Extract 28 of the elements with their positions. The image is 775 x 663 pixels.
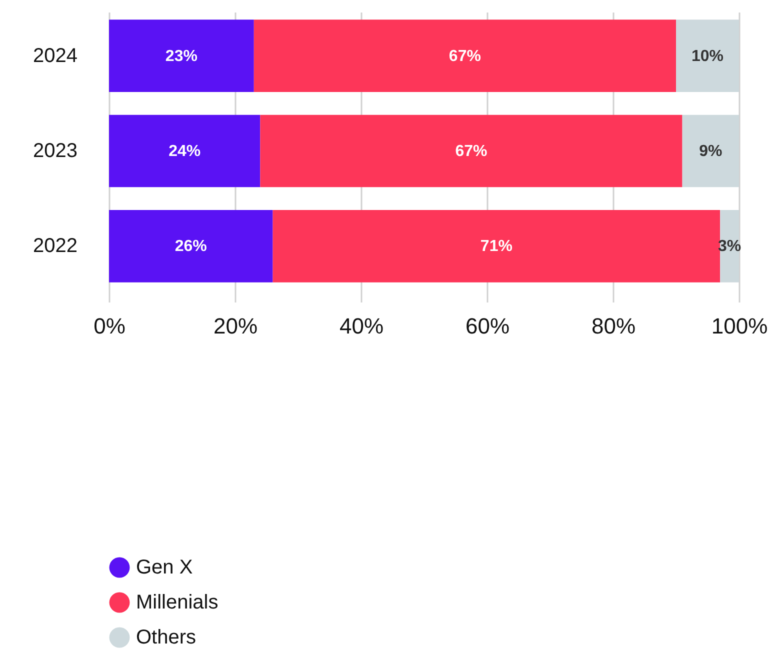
y-tick-label: 2024 bbox=[33, 44, 78, 67]
data-label: 67% bbox=[448, 48, 481, 65]
bar bbox=[109, 210, 273, 282]
bar bbox=[272, 210, 720, 282]
bar bbox=[676, 20, 739, 92]
data-label: 26% bbox=[174, 238, 207, 256]
data-label: 24% bbox=[168, 143, 201, 160]
legend-label: Millenials bbox=[136, 592, 218, 614]
x-tick-label: 80% bbox=[591, 314, 636, 338]
x-tick-label: 100% bbox=[711, 314, 768, 338]
legend-label: Others bbox=[136, 626, 196, 648]
y-tick-label: 2023 bbox=[33, 140, 78, 162]
x-tick-label: 40% bbox=[339, 314, 384, 338]
data-label: 9% bbox=[699, 143, 722, 160]
bar bbox=[682, 114, 739, 188]
x-tick-label: 60% bbox=[465, 314, 510, 338]
y-tick-label: 2022 bbox=[33, 235, 78, 258]
data-label: 71% bbox=[480, 238, 512, 256]
x-tick-label: 0% bbox=[94, 314, 126, 338]
x-tick-label: 20% bbox=[213, 314, 258, 338]
bar bbox=[109, 114, 260, 188]
data-label: 10% bbox=[691, 48, 724, 65]
data-label: 23% bbox=[165, 48, 198, 65]
bar bbox=[254, 20, 676, 92]
data-label: 67% bbox=[455, 143, 488, 160]
bar bbox=[109, 20, 254, 92]
legend-label: Gen X bbox=[136, 556, 193, 578]
bar bbox=[260, 114, 682, 188]
